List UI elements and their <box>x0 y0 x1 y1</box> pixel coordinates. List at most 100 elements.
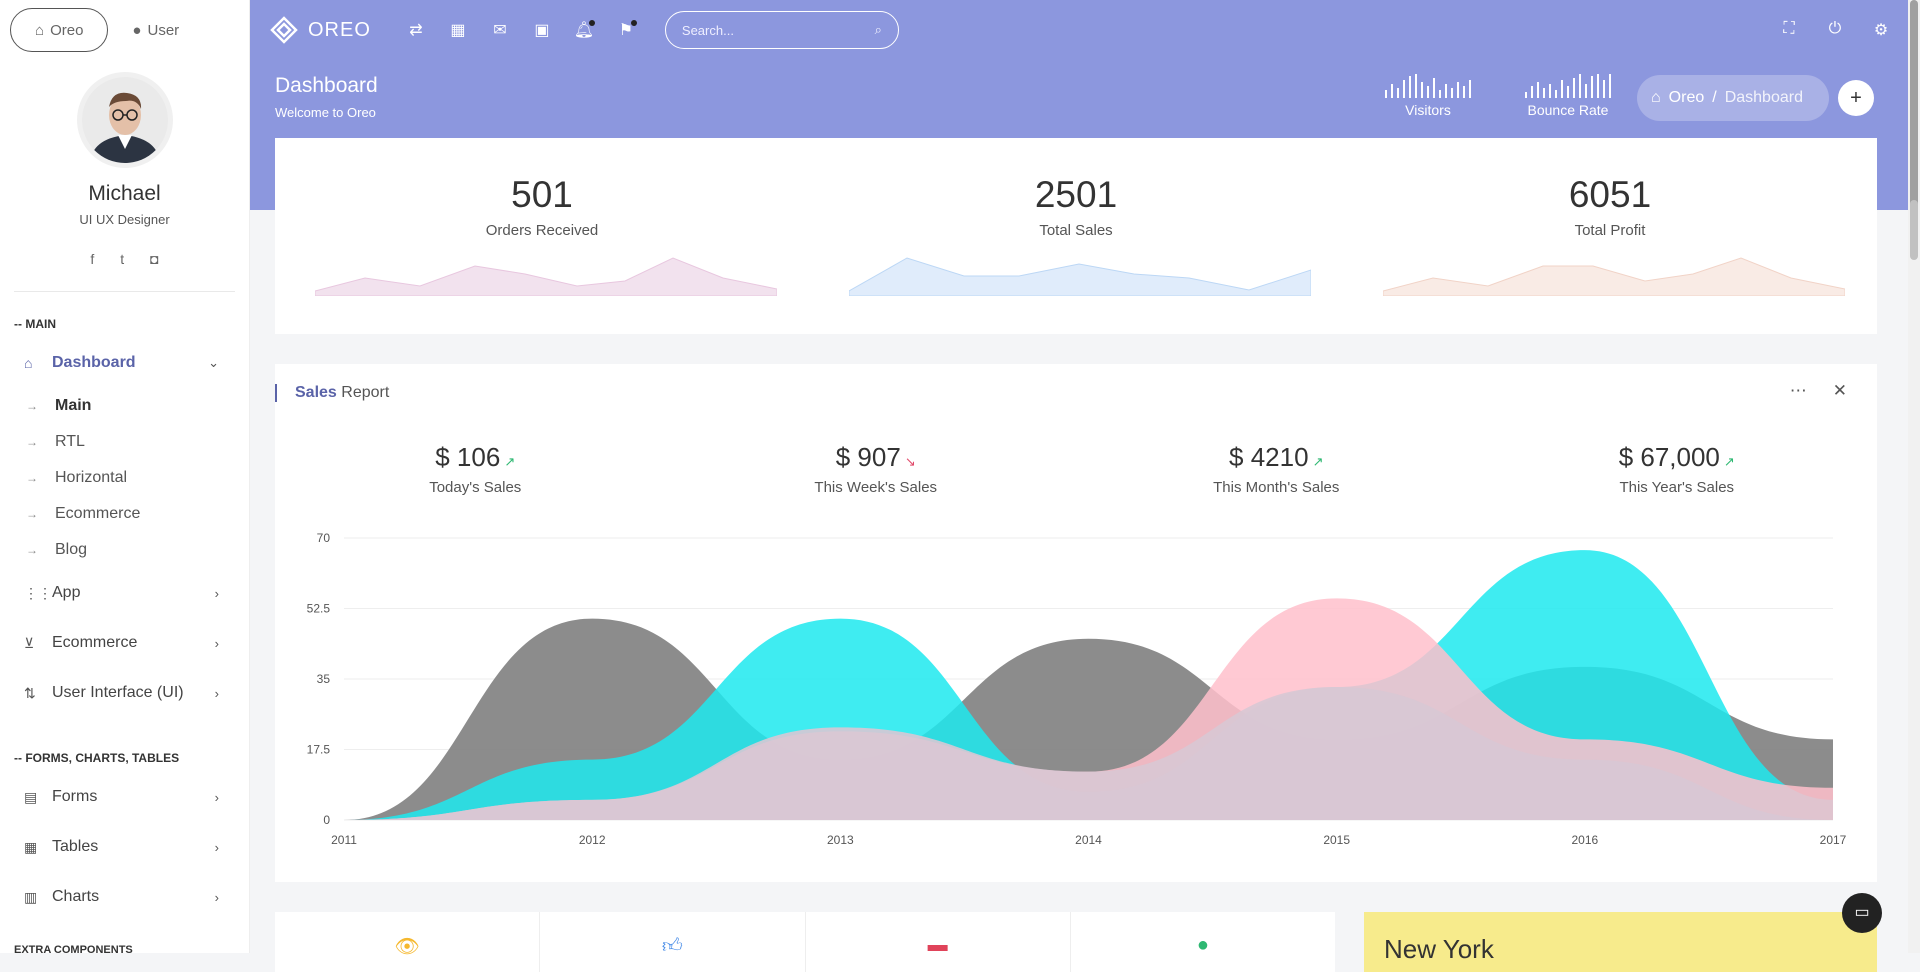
kpi-label: This Week's Sales <box>814 479 938 496</box>
submenu-blog[interactable]: → Blog <box>0 532 249 568</box>
thumbs-up-icon: 👍︎ <box>540 912 806 972</box>
avatar-image <box>81 77 168 163</box>
mail-icon[interactable]: ✉ <box>493 22 507 39</box>
submenu-ecommerce[interactable]: → Ecommerce <box>0 496 249 532</box>
y-tick-label: 52.5 <box>307 602 331 616</box>
x-tick-label: 2015 <box>1323 833 1350 847</box>
trend-up-icon: ↗ <box>1312 454 1324 469</box>
kpi-today: $ 106 ↗ Today's Sales <box>275 442 676 496</box>
stat-value: 6051 <box>1568 174 1652 215</box>
y-tick-label: 17.5 <box>307 743 331 757</box>
y-tick-label: 35 <box>317 672 331 686</box>
sidebar-tabs: ⌂ Oreo ● User <box>0 0 249 60</box>
sales-report-card: Sales Report ⋯ ✕ $ 106 ↗ Today's Sales $ 9… <box>274 364 1877 882</box>
menu-forms[interactable]: ▤ Forms › <box>0 772 249 822</box>
arrow-right-icon: → <box>26 435 38 449</box>
weather-city: New York <box>1384 934 1494 964</box>
more-icon[interactable]: ⋯ <box>1789 381 1807 400</box>
section-header-forms: -- FORMS, CHARTS, TABLES <box>14 751 180 765</box>
flag-icon[interactable]: ⚑ <box>605 20 647 40</box>
kpi-row: $ 106 ↗ Today's Sales $ 907 ↘ This Week's Sa… <box>275 442 1877 496</box>
clipboard-icon: ▤ <box>24 788 38 805</box>
stat-profit: 6051 Total Profit <box>1343 138 1877 334</box>
scroll-thumb[interactable] <box>1910 200 1918 260</box>
kpi-year: $ 67,000 ↗ This Year's Sales <box>1477 442 1878 496</box>
settings-icon[interactable]: ⚙ <box>1873 22 1889 39</box>
breadcrumb-home[interactable]: Oreo <box>1668 89 1705 106</box>
scrollbar[interactable] <box>1908 0 1920 953</box>
orders-sparkline <box>315 257 777 296</box>
submenu-rtl[interactable]: → RTL <box>0 424 249 460</box>
add-button[interactable]: + <box>1838 80 1874 116</box>
profile-role: UI UX Designer <box>79 212 170 227</box>
trend-up-icon: ↗ <box>1723 454 1735 469</box>
visitors-sparkline: Visitors <box>1385 74 1471 118</box>
scroll-track-top <box>1910 0 1918 210</box>
divider <box>14 291 235 292</box>
submenu-label: Ecommerce <box>55 505 141 522</box>
transfer-icon[interactable]: ⇄ <box>409 22 423 39</box>
chevron-down-icon: ⌄ <box>208 355 219 370</box>
kpi-value: $ 67,000 <box>1618 442 1720 472</box>
sparkline-bars <box>1525 74 1611 98</box>
brand-logo[interactable]: OREO <box>270 16 371 44</box>
submenu-horizontal[interactable]: → Horizontal <box>0 460 249 496</box>
search-icon[interactable]: ⌕ <box>874 22 882 37</box>
bell-icon[interactable]: 🔔︎ <box>573 20 595 39</box>
comment-icon: ▬ <box>806 912 1071 972</box>
chevron-right-icon: › <box>214 585 219 601</box>
kpi-value: $ 907 <box>835 442 901 472</box>
kpi-week: $ 907 ↘ This Week's Sales <box>676 442 1077 496</box>
sparkline-bars <box>1385 74 1471 98</box>
menu-charts[interactable]: ▥ Charts › <box>0 872 249 922</box>
search-input[interactable]: Search... <box>681 22 734 38</box>
twitter-icon[interactable]: t <box>120 251 125 267</box>
menu-label: User Interface (UI) <box>52 684 184 701</box>
menu-label: Forms <box>52 788 98 805</box>
menu-app[interactable]: ⋮⋮ App › <box>0 568 249 618</box>
menu-ecommerce[interactable]: ⊻ Ecommerce › <box>0 618 249 668</box>
stat-sales: 2501 Total Sales <box>809 138 1343 334</box>
stat-value: 501 <box>511 174 573 215</box>
stat-label: Total Sales <box>1039 222 1113 239</box>
avatar[interactable] <box>76 72 173 168</box>
menu-ui[interactable]: ⇅ User Interface (UI) › <box>0 668 249 718</box>
breadcrumb-current: Dashboard <box>1724 89 1803 106</box>
profit-sparkline <box>1383 257 1845 296</box>
tab-label: Oreo <box>50 21 84 39</box>
stat-label: Orders Received <box>485 222 599 239</box>
kpi-label: This Year's Sales <box>1619 479 1735 496</box>
profile-name: Michael <box>88 182 161 205</box>
contact-card-icon[interactable]: ▣ <box>534 22 550 39</box>
brand-name: OREO <box>308 18 371 41</box>
arrow-right-icon: → <box>26 399 38 413</box>
x-tick-label: 2012 <box>579 833 606 847</box>
facebook-icon[interactable]: f <box>90 251 95 267</box>
bounce-rate-sparkline: Bounce Rate <box>1525 74 1611 118</box>
instagram-icon[interactable]: ◘ <box>150 251 159 267</box>
arrow-right-icon: → <box>26 507 38 521</box>
menu-tables[interactable]: ▦ Tables › <box>0 822 249 872</box>
arrow-right-icon: → <box>26 543 38 557</box>
trend-down-icon: ↘ <box>904 454 916 469</box>
kpi-value: $ 4210 <box>1229 442 1309 472</box>
menu-label: Dashboard <box>52 354 136 371</box>
calendar-icon[interactable]: ▦ <box>450 22 466 39</box>
x-tick-label: 2017 <box>1820 833 1847 847</box>
page-subtitle: Welcome to Oreo <box>275 105 376 120</box>
power-icon[interactable]: ⏻ <box>1828 20 1842 37</box>
y-tick-label: 70 <box>317 531 331 545</box>
stat-label: Total Profit <box>1574 222 1646 239</box>
tab-oreo[interactable]: ⌂ Oreo <box>10 8 109 52</box>
bottom-stats-card: 👁︎ 👍︎ ▬ ● <box>275 912 1335 972</box>
chat-icon[interactable]: ▭ <box>1842 893 1882 933</box>
submenu-main[interactable]: → Main <box>0 388 249 424</box>
tab-user[interactable]: ● User <box>108 8 203 52</box>
stat-value: 2501 <box>1034 174 1118 215</box>
search-box[interactable]: Search... ⌕ <box>664 11 899 49</box>
sales-area-chart: 0 17.5 35 52.5 70 2011 2012 2013 2014 2015 2016 201… <box>307 531 1847 847</box>
menu-dashboard[interactable]: ⌂ Dashboard ⌄ <box>0 338 249 388</box>
fullscreen-icon[interactable]: ⛶ <box>1783 20 1795 37</box>
menu-label: Ecommerce <box>52 634 138 651</box>
close-icon[interactable]: ✕ <box>1832 381 1847 400</box>
